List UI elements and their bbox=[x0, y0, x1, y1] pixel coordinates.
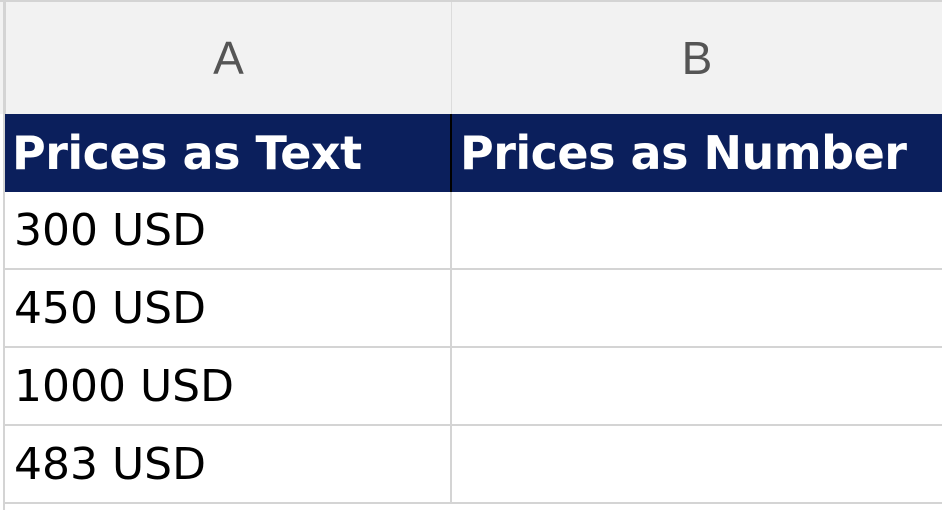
cell-b3[interactable] bbox=[452, 270, 942, 346]
cell-b2[interactable] bbox=[452, 192, 942, 268]
header-cell-prices-as-text[interactable]: Prices as Text bbox=[4, 114, 452, 192]
cell-a3[interactable]: 450 USD bbox=[4, 270, 452, 346]
column-header-b[interactable]: B bbox=[681, 32, 713, 84]
column-header-bar: A B bbox=[0, 0, 942, 114]
table-row: 300 USD bbox=[4, 192, 942, 270]
table-row: 483 USD bbox=[4, 426, 942, 504]
cell-b4[interactable] bbox=[452, 348, 942, 424]
table-row: 1000 USD bbox=[4, 348, 942, 426]
table-row: 450 USD bbox=[4, 270, 942, 348]
cell-a4[interactable]: 1000 USD bbox=[4, 348, 452, 424]
header-cell-prices-as-number[interactable]: Prices as Number bbox=[460, 126, 907, 180]
cell-b5[interactable] bbox=[452, 426, 942, 502]
table-header-row: Prices as Text Prices as Number bbox=[4, 114, 942, 192]
column-header-a[interactable]: A bbox=[4, 2, 452, 114]
cell-a5[interactable]: 483 USD bbox=[4, 426, 452, 502]
cell-a2[interactable]: 300 USD bbox=[4, 192, 452, 268]
grid-left-border bbox=[3, 0, 5, 510]
